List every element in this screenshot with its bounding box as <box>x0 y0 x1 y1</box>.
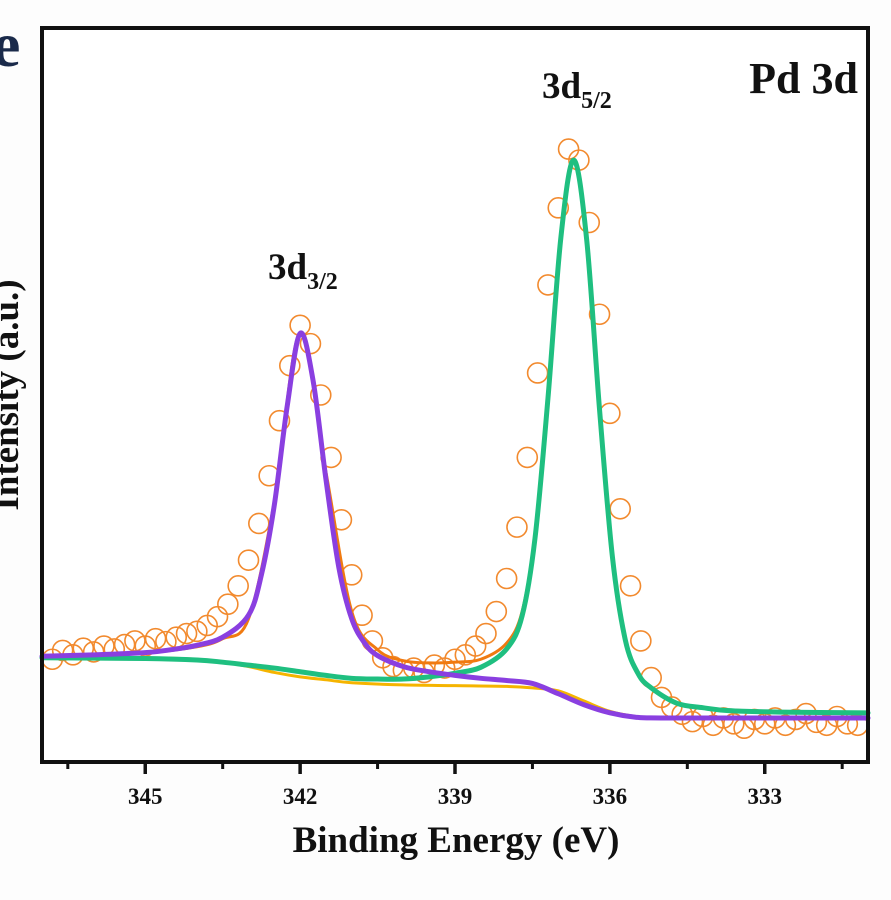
data-point <box>588 303 611 326</box>
peak-label-3d52-sub: 5/2 <box>581 88 612 114</box>
x-axis-title: Binding Energy (eV) <box>293 820 620 861</box>
data-point <box>722 713 745 735</box>
data-point <box>516 446 539 469</box>
data-point <box>227 575 249 597</box>
data-point <box>309 384 332 406</box>
data-point <box>774 714 797 737</box>
data-point <box>630 630 652 652</box>
data-point <box>444 648 466 671</box>
peak-label-3d32-main: 3d <box>268 247 308 288</box>
data-point <box>578 211 601 234</box>
x-tick-label: 345 <box>128 784 163 809</box>
x-tick-label: 336 <box>593 784 628 809</box>
x-axis: 345 342 339 336 333 <box>66 762 844 809</box>
data-point <box>681 710 704 733</box>
data-point <box>506 516 528 538</box>
data-point <box>217 593 239 615</box>
peak-label-3d52-main: 3d <box>542 66 582 107</box>
data-point <box>268 409 291 432</box>
data-point <box>547 197 570 219</box>
series-line-peak-3d52 <box>39 157 871 716</box>
data-point <box>82 641 105 663</box>
x-tick-label: 333 <box>748 784 783 809</box>
data-point <box>619 575 642 597</box>
peak-label-3d32-sub: 3/2 <box>307 269 338 295</box>
data-point <box>495 567 518 590</box>
chart-title: Pd 3d <box>749 54 858 103</box>
peak-label-3d52: 3d5/2 <box>542 66 612 114</box>
x-tick-label: 339 <box>438 784 473 809</box>
series-line-peak-3d32 <box>39 330 871 721</box>
data-point <box>186 620 208 643</box>
data-point <box>51 639 74 662</box>
y-axis-title: Intensity (a.u.) <box>0 279 27 510</box>
panel-label: e <box>0 9 20 80</box>
data-point <box>175 622 198 645</box>
data-point <box>485 600 508 623</box>
fit-lines <box>39 157 871 721</box>
data-point <box>237 549 260 571</box>
x-tick-label: 342 <box>283 784 318 809</box>
data-point <box>475 622 497 645</box>
peak-label-3d32: 3d3/2 <box>268 247 338 295</box>
